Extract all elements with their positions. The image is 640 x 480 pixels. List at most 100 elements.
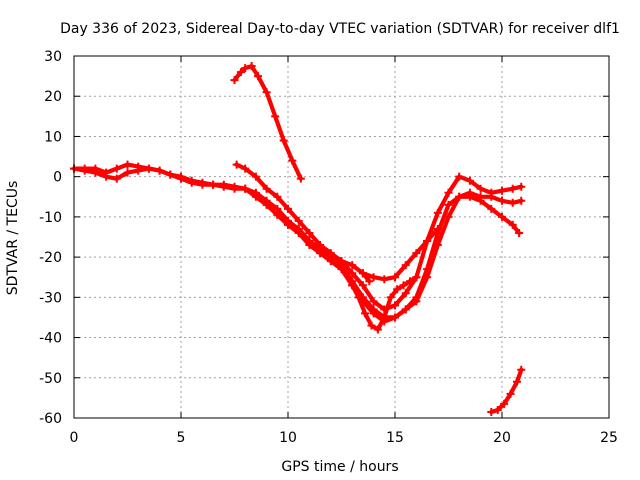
- data-point: [254, 72, 263, 81]
- series-track-6: [358, 224, 442, 284]
- data-point: [187, 178, 196, 187]
- data-point: [273, 192, 282, 201]
- data-point: [391, 313, 399, 322]
- data-point: [373, 325, 382, 334]
- data-point: [230, 76, 239, 85]
- data-point: [230, 184, 239, 193]
- data-point: [399, 281, 408, 290]
- x-tick-label: 20: [493, 430, 511, 446]
- data-point: [401, 261, 410, 270]
- data-point: [262, 88, 271, 97]
- data-point: [405, 277, 414, 286]
- y-tick-label: -50: [39, 371, 62, 387]
- y-tick-label: 10: [44, 129, 62, 145]
- data-point: [444, 188, 453, 197]
- data-point: [112, 174, 121, 183]
- x-tick-label: 15: [386, 430, 404, 446]
- data-point: [288, 156, 297, 165]
- series-track-8: [487, 365, 526, 416]
- data-point: [367, 321, 376, 330]
- data-point: [241, 184, 250, 193]
- data-point: [465, 192, 474, 201]
- data-point: [80, 166, 89, 175]
- data-point: [123, 168, 132, 177]
- data-point: [294, 216, 303, 225]
- data-point: [166, 170, 175, 179]
- data-point: [112, 164, 121, 173]
- series-line: [234, 162, 524, 312]
- data-point: [433, 224, 442, 233]
- data-point: [517, 182, 526, 191]
- plot-frame: [73, 55, 610, 419]
- data-point: [358, 269, 367, 278]
- data-point: [337, 257, 346, 266]
- data-point: [284, 204, 292, 213]
- data-point: [369, 297, 378, 306]
- data-point: [123, 160, 132, 169]
- y-tick-label: -60: [39, 411, 62, 427]
- data-point: [348, 261, 357, 270]
- data-point: [380, 275, 389, 284]
- y-tick-label: -10: [39, 210, 62, 226]
- y-tick-label: 0: [53, 170, 62, 186]
- series-line: [71, 166, 522, 324]
- data-point: [262, 200, 271, 209]
- data-point: [296, 174, 305, 183]
- data-point: [177, 174, 185, 183]
- data-point: [476, 184, 485, 193]
- data-point: [391, 273, 399, 282]
- data-point: [361, 309, 370, 318]
- data-point: [144, 164, 153, 173]
- y-tick-label: -40: [39, 331, 62, 347]
- data-point: [444, 200, 453, 209]
- data-point: [241, 64, 250, 73]
- series-track-1: [70, 160, 526, 322]
- series-track-3: [232, 160, 526, 314]
- data-point: [358, 281, 367, 290]
- data-point: [348, 269, 357, 278]
- series-track-5: [348, 273, 421, 334]
- data-point: [508, 198, 517, 207]
- data-point: [515, 228, 524, 237]
- data-point: [393, 285, 402, 294]
- data-point: [247, 62, 256, 71]
- data-point: [241, 164, 250, 173]
- data-point: [271, 112, 280, 121]
- series-line: [296, 226, 372, 284]
- data-point: [337, 265, 346, 274]
- data-point: [401, 305, 410, 314]
- data-point: [305, 228, 314, 237]
- data-point: [433, 208, 442, 217]
- data-series: [70, 62, 526, 416]
- data-point: [506, 389, 515, 398]
- y-tick-label: 30: [44, 49, 62, 65]
- data-point: [423, 265, 432, 274]
- tick-labels: 0 5 10 15 20 25 -60 -50 -40 -30 -20 -10 0 10 20 30: [39, 49, 618, 446]
- data-point: [326, 253, 335, 262]
- y-axis-title: SDTVAR / TECUs: [5, 181, 21, 296]
- chart-title: Day 336 of 2023, Sidereal Day-to-day VTE…: [60, 21, 620, 37]
- data-point: [251, 192, 260, 201]
- data-point: [232, 160, 241, 169]
- x-tick-label: 10: [279, 430, 297, 446]
- data-point: [155, 166, 164, 175]
- series-track-7: [230, 62, 305, 183]
- data-point: [273, 210, 282, 219]
- y-tick-label: 20: [44, 89, 62, 105]
- data-point: [498, 196, 506, 205]
- data-point: [517, 365, 526, 374]
- data-point: [198, 180, 207, 189]
- data-point: [369, 273, 378, 282]
- data-point: [512, 377, 521, 386]
- data-point: [498, 186, 506, 195]
- data-point: [365, 277, 374, 286]
- data-point: [493, 405, 502, 414]
- data-point: [354, 293, 363, 302]
- data-point: [412, 273, 421, 282]
- data-point: [316, 245, 325, 254]
- data-point: [284, 220, 292, 229]
- series-line: [232, 63, 303, 181]
- x-tick-label: 25: [600, 430, 618, 446]
- data-point: [476, 196, 485, 205]
- data-point: [134, 166, 143, 175]
